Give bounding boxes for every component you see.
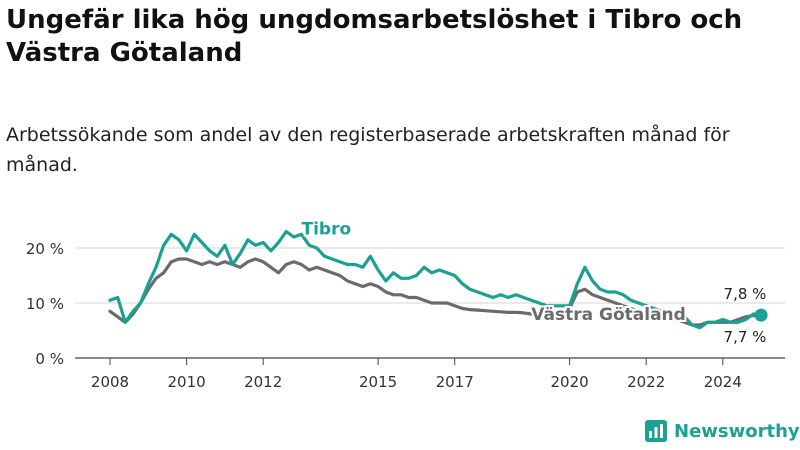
x-tick-label: 2010	[168, 373, 206, 391]
x-tick-label: 2015	[359, 373, 397, 391]
y-tick-label: 20 %	[26, 240, 64, 258]
chart-subtitle: Arbetssökande som andel av den registerb…	[6, 124, 730, 176]
newsworthy-logo: Newsworthy	[645, 420, 800, 442]
series-label-vastra-gotaland: Västra Götaland	[531, 305, 686, 325]
newsworthy-logo-icon	[645, 420, 667, 442]
x-tick-label: 2020	[551, 373, 589, 391]
x-tick-label: 2022	[627, 373, 665, 391]
end-value-label-vastra-gotaland: 7,7 %	[724, 328, 767, 346]
series-layer	[108, 229, 768, 330]
series-label-tibro: Tibro	[302, 219, 352, 239]
y-tick-label: 10 %	[26, 295, 64, 313]
brand-name: Newsworthy	[674, 420, 800, 442]
axis-layer: 0 % 10 % 20 % 2008 2010 2012 2015 2017 2020 2022 2…	[26, 240, 742, 391]
x-tick-label: 2024	[704, 373, 742, 391]
x-tick-label: 2012	[244, 373, 282, 391]
label-layer: Tibro Västra Götaland 7,8 % 7,7 %	[300, 217, 767, 346]
series-line-tibro	[108, 229, 763, 330]
chart-title: Ungefär lika hög ungdomsarbetslöshet i T…	[6, 5, 743, 68]
end-value-label-tibro: 7,8 %	[724, 285, 767, 303]
x-tick-label: 2008	[91, 373, 129, 391]
x-tick-label: 2017	[436, 373, 474, 391]
y-tick-label: 0 %	[35, 350, 64, 368]
series-line-vastra-gotaland	[108, 257, 763, 327]
series-end-marker-tibro	[754, 308, 768, 322]
